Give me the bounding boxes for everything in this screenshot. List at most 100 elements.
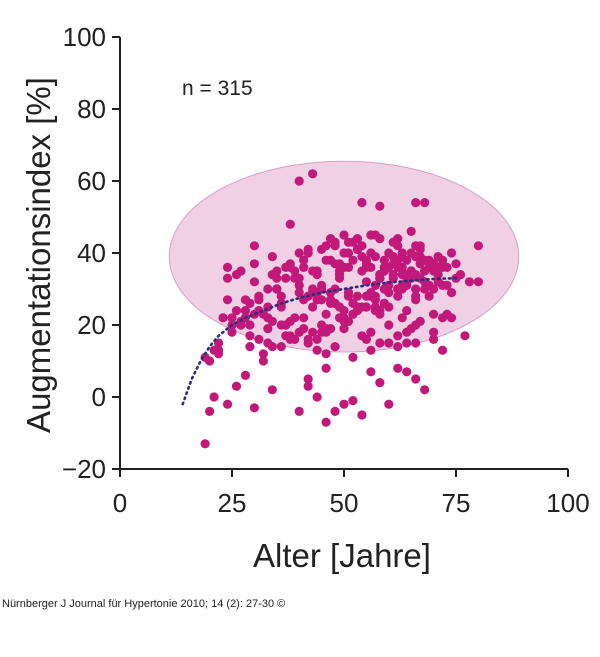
data-point [433, 270, 443, 280]
data-point [411, 374, 421, 384]
data-point [294, 327, 304, 337]
data-point [366, 327, 376, 337]
data-point [330, 342, 340, 352]
data-point [285, 316, 295, 326]
data-point [393, 363, 403, 373]
data-point [384, 288, 394, 298]
data-point [276, 342, 286, 352]
data-point [325, 298, 336, 308]
data-point [263, 338, 273, 348]
x-ticks: 0 25 50 75 100 [113, 469, 590, 518]
data-point [339, 313, 349, 323]
data-point [294, 176, 304, 186]
data-point [299, 313, 309, 323]
data-point [249, 403, 259, 413]
x-tick-label: 25 [218, 488, 247, 518]
data-point [402, 367, 412, 377]
y-tick-label: −20 [62, 454, 106, 484]
data-point [303, 338, 313, 348]
data-point [437, 313, 448, 323]
data-point [393, 342, 403, 352]
data-point [393, 284, 403, 294]
data-point [222, 399, 233, 409]
data-point [299, 262, 309, 272]
data-point [411, 338, 421, 348]
data-point [205, 406, 215, 416]
y-tick-label: 40 [77, 238, 106, 268]
data-point [285, 219, 295, 229]
data-point [299, 255, 309, 265]
data-point [308, 266, 318, 276]
data-point [276, 291, 286, 301]
data-point [294, 406, 304, 416]
data-point [263, 284, 273, 294]
data-point [352, 291, 363, 301]
data-point [420, 266, 430, 276]
data-point [366, 367, 376, 377]
data-point [339, 230, 349, 240]
y-tick-label: 60 [77, 166, 106, 196]
x-tick-label: 0 [113, 488, 127, 518]
y-ticks: 100 80 60 40 20 0 −20 [62, 22, 120, 484]
data-point [258, 349, 268, 359]
data-point [281, 331, 291, 341]
data-point [429, 309, 439, 319]
data-point [231, 381, 242, 391]
data-point [361, 255, 371, 265]
data-point [312, 334, 322, 344]
data-point [294, 273, 304, 283]
data-point [357, 266, 367, 276]
data-point [379, 262, 389, 272]
data-point [303, 248, 313, 258]
data-point [321, 309, 331, 319]
data-point [222, 262, 233, 272]
data-point [473, 241, 483, 251]
data-point [402, 306, 412, 316]
data-point [312, 345, 322, 355]
data-point [267, 252, 277, 262]
data-point [415, 244, 425, 254]
data-point [388, 270, 398, 280]
data-point [343, 291, 354, 301]
data-point [375, 338, 385, 348]
data-point [308, 302, 318, 312]
x-tick-label: 100 [546, 488, 589, 518]
data-point [384, 399, 394, 409]
data-point [321, 349, 331, 359]
data-point [460, 331, 470, 341]
data-point [357, 331, 367, 341]
data-point [379, 298, 389, 308]
data-point [420, 385, 430, 395]
data-point [276, 320, 286, 330]
data-point [433, 252, 443, 262]
data-point [361, 291, 371, 301]
data-point [218, 313, 228, 323]
data-point [348, 396, 358, 406]
data-point [411, 252, 421, 262]
data-point [290, 334, 300, 344]
data-point [227, 313, 237, 323]
data-point [352, 244, 363, 254]
data-point [200, 439, 210, 449]
data-point [348, 352, 358, 362]
data-point [236, 266, 246, 276]
x-axis-title: Alter [Jahre] [253, 537, 431, 574]
data-point [473, 277, 483, 287]
data-point [388, 259, 398, 269]
data-point [424, 280, 434, 290]
data-point [258, 356, 268, 366]
data-point [321, 241, 331, 251]
data-point [222, 295, 233, 305]
y-tick-label: 0 [92, 382, 106, 412]
data-point [366, 262, 376, 272]
data-point [455, 270, 466, 280]
sample-size-annotation: n = 315 [182, 77, 253, 100]
data-point [415, 316, 425, 326]
data-point [420, 198, 430, 208]
data-point [339, 324, 349, 334]
data-point [222, 273, 233, 283]
data-point [406, 270, 416, 280]
data-point [321, 327, 331, 337]
data-point [370, 295, 380, 305]
